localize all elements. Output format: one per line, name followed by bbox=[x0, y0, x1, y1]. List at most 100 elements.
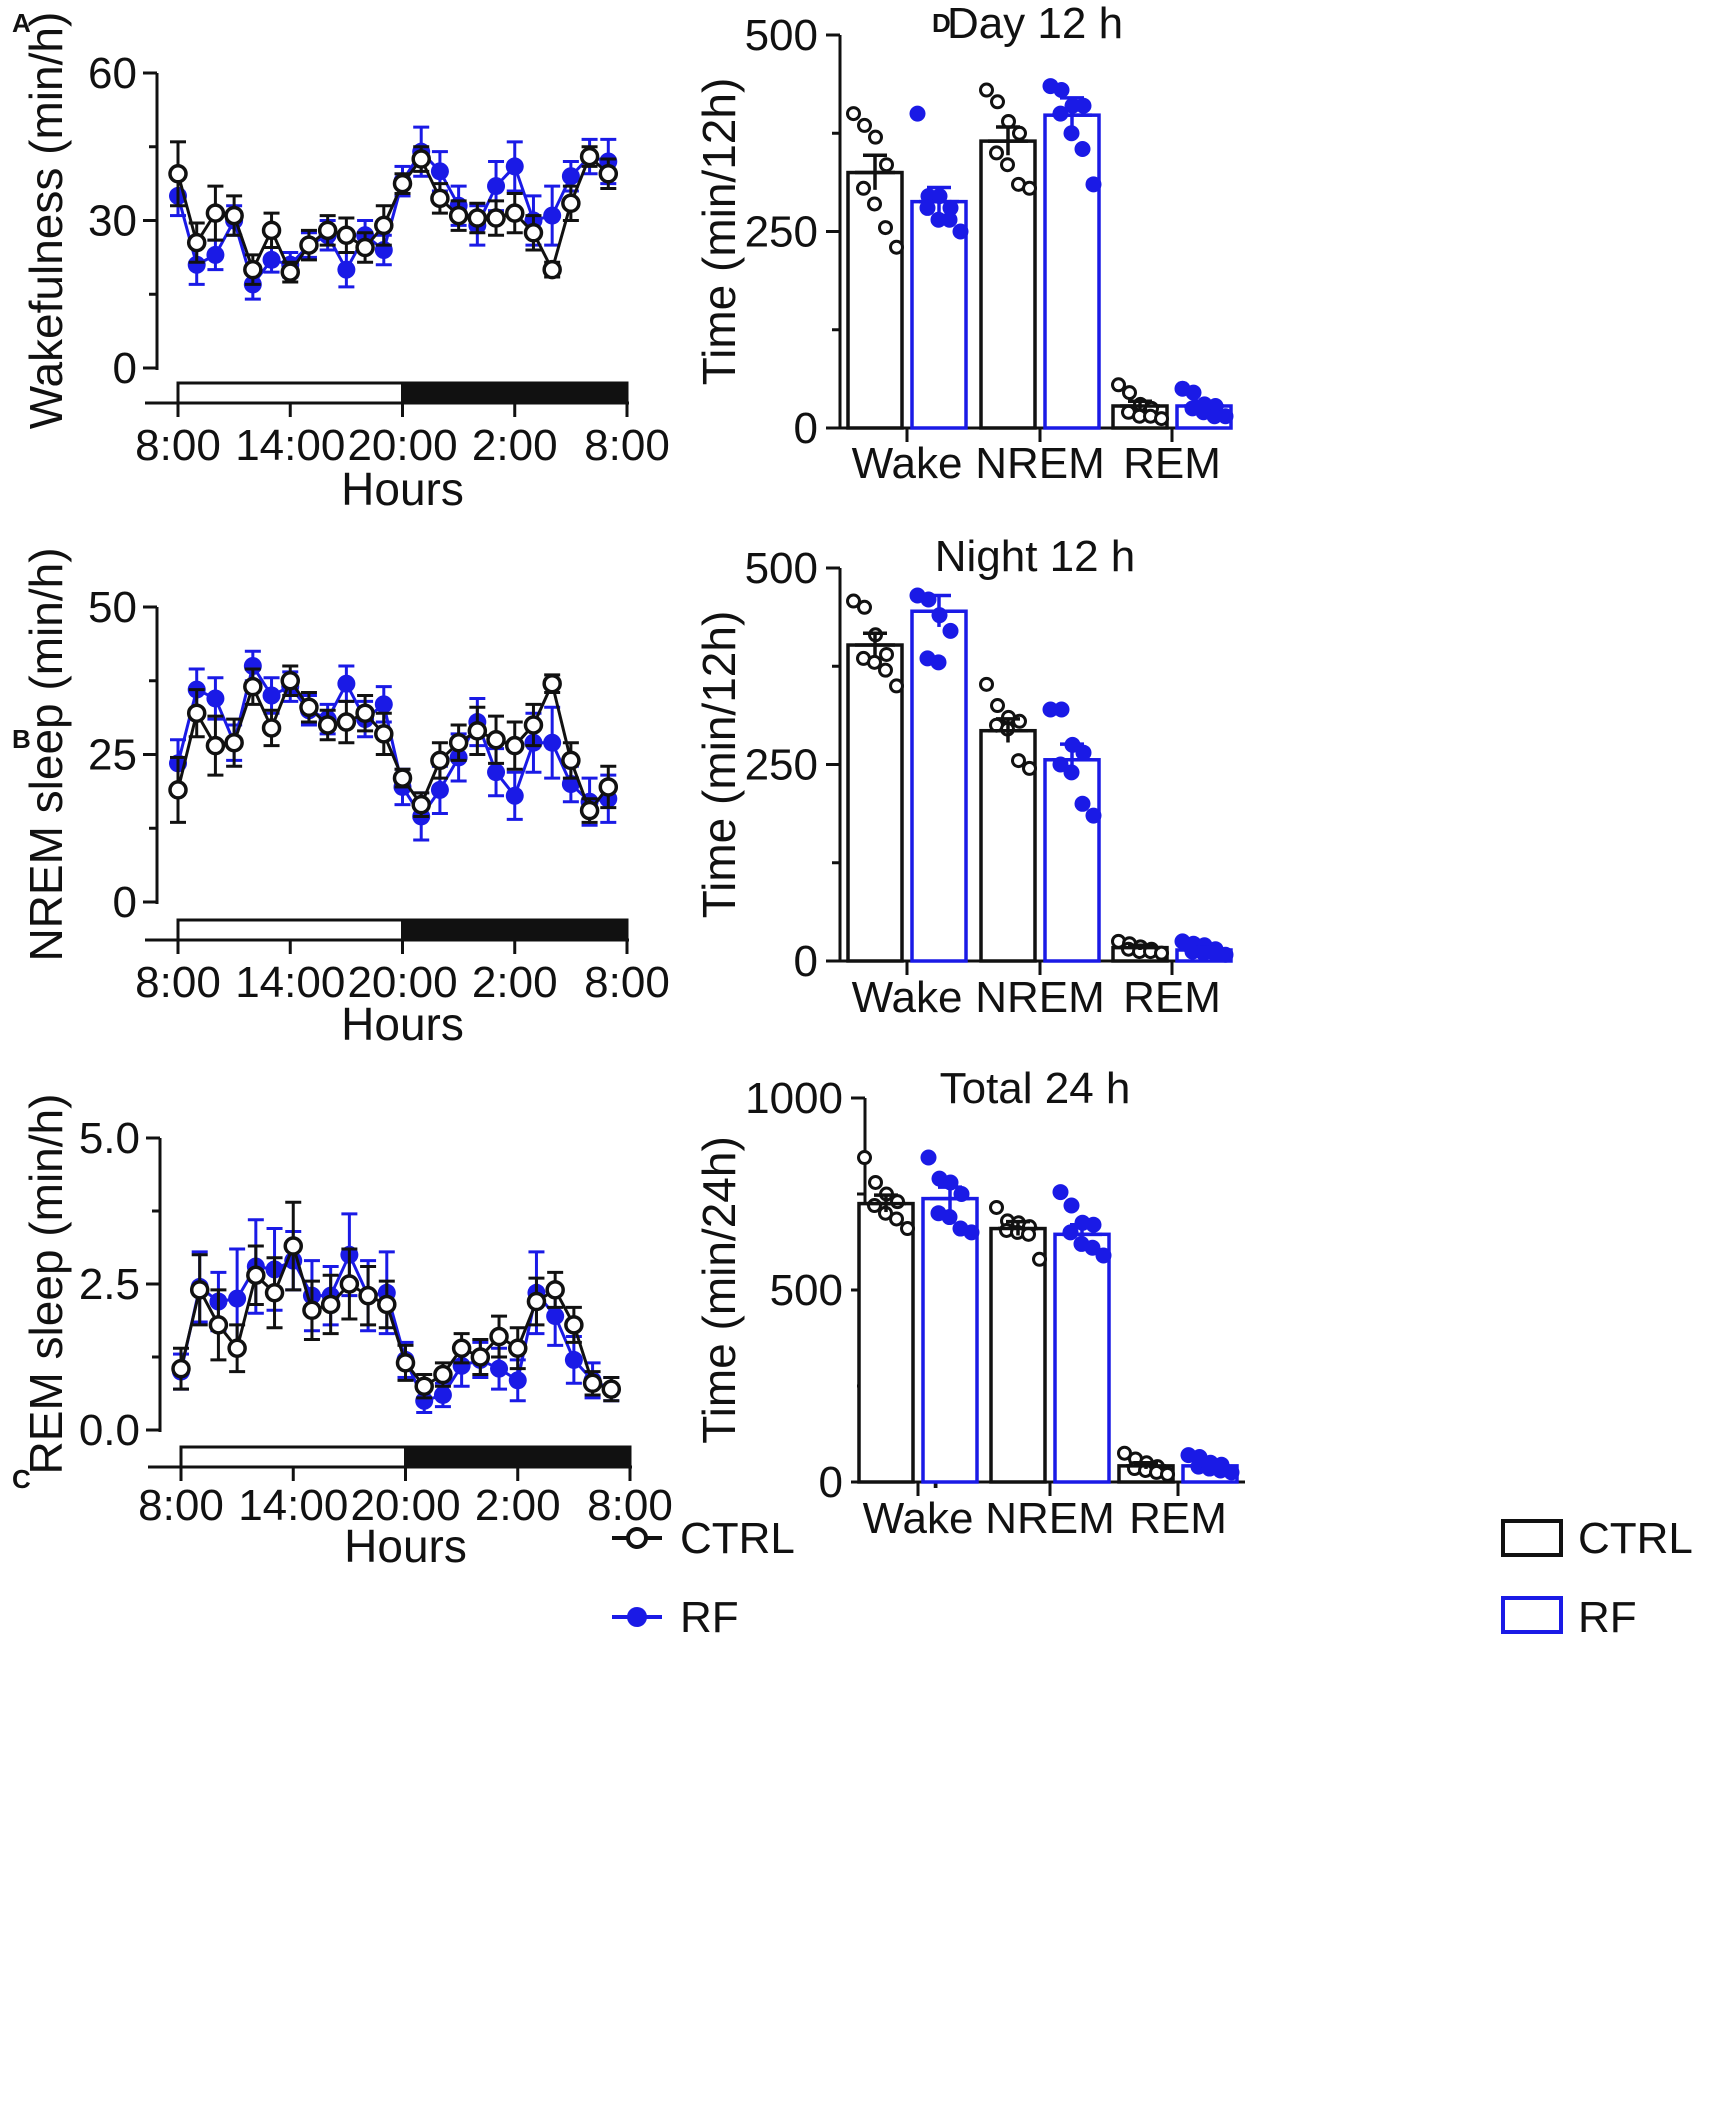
individual-point-ctrl bbox=[857, 1150, 872, 1166]
individual-point-ctrl bbox=[889, 1211, 904, 1227]
individual-point-rf bbox=[920, 1149, 937, 1166]
data-point-rf bbox=[508, 1371, 527, 1390]
individual-point-rf bbox=[1052, 1184, 1069, 1201]
individual-point-ctrl bbox=[868, 1174, 883, 1190]
y-tick-label: 500 bbox=[770, 1266, 843, 1315]
data-point-ctrl bbox=[467, 721, 488, 741]
data-point-ctrl bbox=[433, 1364, 453, 1385]
individual-point-ctrl bbox=[867, 654, 882, 670]
individual-point-rf bbox=[1053, 82, 1070, 99]
individual-point-rf bbox=[930, 211, 947, 228]
y-tick-label: 60 bbox=[88, 49, 137, 98]
data-point-rf bbox=[243, 657, 262, 675]
series-rf bbox=[172, 1212, 621, 1414]
individual-point-rf bbox=[1217, 408, 1234, 425]
individual-point-ctrl bbox=[846, 593, 861, 609]
individual-point-ctrl bbox=[890, 1194, 905, 1210]
bar-ctrl bbox=[846, 643, 904, 963]
data-point-ctrl bbox=[264, 1283, 285, 1303]
individual-point-rf bbox=[1074, 140, 1091, 157]
x-axis-label: Hours bbox=[341, 998, 464, 1050]
data-point-ctrl bbox=[411, 794, 431, 815]
individual-point-rf bbox=[1042, 701, 1059, 718]
x-tick-label: 20:00 bbox=[347, 421, 457, 470]
y-axis-label: Time (min/12h) bbox=[693, 611, 745, 919]
category-label: Wake bbox=[852, 973, 963, 1022]
individual-point-ctrl bbox=[979, 676, 994, 692]
data-point-ctrl bbox=[486, 730, 506, 750]
individual-point-ctrl bbox=[1117, 1445, 1132, 1461]
data-point-rf bbox=[430, 162, 449, 181]
y-tick-label: 500 bbox=[745, 544, 818, 593]
legend-bar-ctrl-label: CTRL bbox=[1578, 1514, 1693, 1563]
legend-ctrl-marker bbox=[626, 1527, 648, 1549]
dark-phase-bar bbox=[401, 918, 629, 942]
data-point-ctrl bbox=[336, 712, 357, 732]
data-point-ctrl bbox=[317, 220, 338, 241]
individual-point-ctrl bbox=[1012, 713, 1027, 729]
data-point-ctrl bbox=[358, 1285, 378, 1306]
data-point-ctrl bbox=[561, 750, 581, 771]
individual-point-rf bbox=[930, 654, 947, 671]
x-tick-label: 2:00 bbox=[475, 1481, 561, 1530]
data-point-ctrl bbox=[336, 225, 357, 245]
data-point-rf bbox=[430, 780, 449, 799]
data-point-ctrl bbox=[299, 235, 319, 255]
category-label: NREM bbox=[975, 439, 1105, 488]
y-tick-label: 250 bbox=[745, 741, 818, 790]
series-ctrl bbox=[168, 140, 619, 286]
legend-rf-marker bbox=[627, 1607, 647, 1627]
data-point-rf bbox=[433, 1385, 452, 1404]
x-tick-label: 14:00 bbox=[235, 958, 345, 1007]
data-point-ctrl bbox=[171, 1358, 191, 1379]
bar-rf bbox=[1043, 113, 1101, 430]
legend-ctrl-label: CTRL bbox=[680, 1514, 795, 1563]
data-point-ctrl bbox=[470, 1347, 491, 1367]
individual-point-ctrl bbox=[979, 82, 994, 98]
individual-point-rf bbox=[1063, 125, 1080, 142]
individual-point-ctrl bbox=[1011, 753, 1026, 769]
category-label: NREM bbox=[975, 973, 1105, 1022]
individual-point-ctrl bbox=[1022, 180, 1037, 196]
x-tick-label: 20:00 bbox=[347, 958, 457, 1007]
data-point-rf bbox=[337, 260, 356, 279]
data-point-ctrl bbox=[224, 732, 244, 753]
data-point-ctrl bbox=[392, 768, 413, 788]
data-point-rf bbox=[561, 167, 580, 186]
data-point-rf bbox=[564, 1350, 583, 1369]
panel-label-d: D bbox=[932, 8, 951, 38]
individual-point-ctrl bbox=[889, 239, 904, 255]
category-label: REM bbox=[1129, 1494, 1227, 1543]
chart-title: Total 24 h bbox=[940, 1064, 1131, 1113]
x-tick-label: 8:00 bbox=[138, 1481, 224, 1530]
data-point-ctrl bbox=[317, 715, 338, 735]
data-point-ctrl bbox=[355, 237, 375, 258]
data-point-ctrl bbox=[168, 164, 188, 184]
chart-title: Night 12 h bbox=[935, 532, 1136, 581]
data-point-rf bbox=[415, 1391, 434, 1410]
light-phase-bar bbox=[176, 381, 404, 405]
individual-point-ctrl bbox=[989, 145, 1004, 161]
data-point-ctrl bbox=[377, 1294, 397, 1315]
individual-point-rf bbox=[963, 1224, 980, 1241]
data-point-ctrl bbox=[601, 1379, 622, 1399]
individual-point-ctrl bbox=[990, 94, 1005, 110]
data-point-ctrl bbox=[205, 735, 226, 756]
light-phase-bar bbox=[176, 918, 404, 942]
data-point-ctrl bbox=[186, 703, 207, 723]
data-point-ctrl bbox=[489, 1326, 509, 1347]
line-legend: CTRL RF bbox=[612, 1514, 795, 1642]
individual-point-ctrl bbox=[989, 1199, 1004, 1215]
y-tick-label: 0 bbox=[819, 1458, 843, 1507]
data-point-rf bbox=[546, 1307, 565, 1326]
individual-point-ctrl bbox=[879, 646, 894, 662]
data-point-ctrl bbox=[526, 1291, 547, 1312]
individual-point-ctrl bbox=[1032, 1251, 1047, 1267]
data-point-ctrl bbox=[411, 149, 431, 169]
data-point-ctrl bbox=[451, 1338, 472, 1358]
individual-point-ctrl bbox=[1012, 125, 1027, 141]
y-axis-label: REM sleep (min/h) bbox=[20, 1094, 72, 1475]
data-point-ctrl bbox=[374, 215, 394, 236]
individual-point-rf bbox=[919, 199, 936, 216]
category-label: Wake bbox=[863, 1494, 974, 1543]
